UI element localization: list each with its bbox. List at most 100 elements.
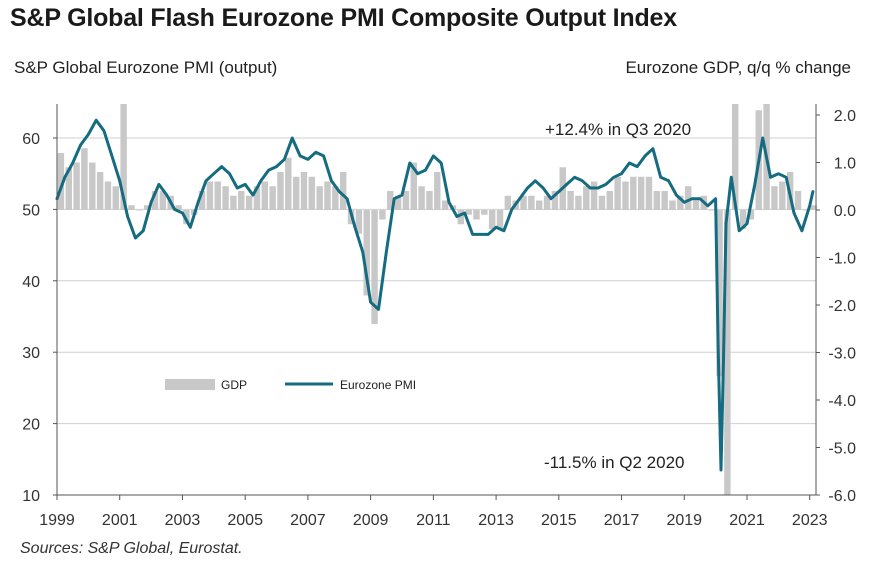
right-tick-label: -5.0 (828, 441, 856, 458)
gdp-bar (590, 181, 598, 210)
gdp-bar (504, 195, 512, 210)
gdp-bar (65, 167, 72, 210)
gdp-bar (630, 176, 637, 210)
gdp-bar (716, 210, 723, 377)
gdp-bar (567, 191, 574, 210)
right-axis-title: Eurozone GDP, q/q % change (625, 58, 851, 77)
gdp-bar (551, 191, 559, 210)
gdp-bar (285, 157, 292, 210)
gdp-bar (488, 210, 496, 229)
gdp-bar (645, 176, 653, 210)
gdp-bar (708, 210, 715, 211)
gdp-bar (481, 210, 488, 215)
legend-gdp-swatch (165, 379, 215, 390)
gdp-bar (120, 104, 127, 210)
right-tick-label: -3.0 (828, 346, 856, 363)
gdp-bar (269, 186, 276, 210)
axes (53, 104, 820, 500)
x-tick-label: 2013 (478, 512, 514, 529)
gdp-bar (732, 104, 739, 210)
gdp-bar (418, 186, 425, 210)
tick-labels: 60 50 40 30 20 10 2.0 1.0 0.0 -1.0 -2.0 -3.0 -4.0 -5.… (22, 108, 856, 529)
gdp-bar (253, 186, 261, 210)
legend-gdp-label: GDP (221, 378, 247, 392)
gdp-bar (316, 186, 323, 210)
gdp-bar (143, 205, 151, 210)
gdp-bar (159, 191, 167, 210)
gdp-bar (104, 181, 112, 210)
gdp-bar (622, 181, 629, 210)
left-tick-label: 10 (22, 488, 40, 505)
gdp-bar (308, 176, 316, 210)
x-tick-label: 2001 (102, 512, 138, 529)
gdp-bar (677, 195, 684, 210)
legend-pmi-label: Eurozone PMI (340, 378, 416, 392)
gdp-bar (214, 181, 221, 210)
gdp-bar (614, 176, 621, 210)
gdp-bar (441, 200, 449, 210)
gdp-bar (339, 172, 347, 210)
right-tick-label: -1.0 (828, 251, 856, 268)
annotation-q2-2020: -11.5% in Q2 2020 (544, 453, 685, 472)
gdp-bar (300, 172, 308, 210)
gdp-bar (355, 210, 363, 234)
annotation-q3-2020: +12.4% in Q3 2020 (545, 120, 691, 139)
right-tick-label: -2.0 (828, 298, 856, 315)
left-tick-label: 50 (22, 202, 40, 219)
gdp-bar (426, 191, 433, 210)
x-tick-label: 2023 (792, 512, 828, 529)
left-tick-label: 60 (22, 131, 40, 148)
gdp-bar (363, 210, 370, 296)
gdp-bar (536, 200, 543, 210)
gdp-bar (332, 186, 339, 210)
gdp-bar (112, 186, 120, 210)
gdp-bar (528, 195, 535, 210)
gdp-bar (583, 186, 590, 210)
gdp-bar (575, 195, 582, 210)
gdp-bar (128, 205, 135, 210)
gdp-bar (198, 191, 206, 210)
left-tick-label: 30 (22, 345, 40, 362)
gdp-bar (692, 200, 700, 210)
x-tick-label: 2019 (666, 512, 702, 529)
pmi-line (55, 118, 815, 472)
gdp-bar (81, 148, 88, 210)
gdp-bar (802, 210, 810, 211)
gdp-bar (175, 205, 182, 210)
gdp-bar (292, 176, 300, 210)
gdp-bar (598, 195, 606, 210)
gdp-bar (810, 205, 817, 210)
x-tick-label: 2005 (227, 512, 263, 529)
gdp-bar (151, 191, 159, 210)
gdp-bar (324, 181, 331, 210)
gdp-bar (724, 210, 731, 495)
gdp-bar (394, 195, 402, 210)
right-tick-label: -4.0 (828, 393, 856, 410)
left-tick-label: 40 (22, 274, 40, 291)
x-tick-label: 2009 (353, 512, 389, 529)
right-tick-label: 2.0 (834, 108, 856, 125)
gdp-bar (473, 210, 480, 220)
gdp-bar (222, 186, 229, 210)
gdp-bar (410, 162, 417, 210)
gdp-bar (371, 210, 378, 324)
source-note: Sources: S&P Global, Eurostat. (20, 540, 243, 557)
gdp-bar (653, 191, 661, 210)
gdp-bar (402, 191, 410, 210)
gdp-bars (57, 104, 817, 495)
gdp-bar (520, 195, 527, 210)
gdp-bar (261, 181, 268, 210)
gdp-bar (669, 200, 676, 210)
gdp-bar (238, 191, 245, 210)
chart-title: S&P Global Flash Eurozone PMI Composite … (10, 4, 677, 32)
gdp-bar (277, 172, 284, 210)
gdp-bar (387, 191, 394, 210)
x-tick-label: 2017 (604, 512, 640, 529)
gdp-bar (661, 191, 668, 210)
x-tick-label: 2015 (541, 512, 577, 529)
legend: GDP Eurozone PMI (165, 378, 416, 392)
gdp-bar (457, 210, 465, 225)
gdp-bar (96, 172, 104, 210)
gdp-bar (684, 186, 692, 210)
